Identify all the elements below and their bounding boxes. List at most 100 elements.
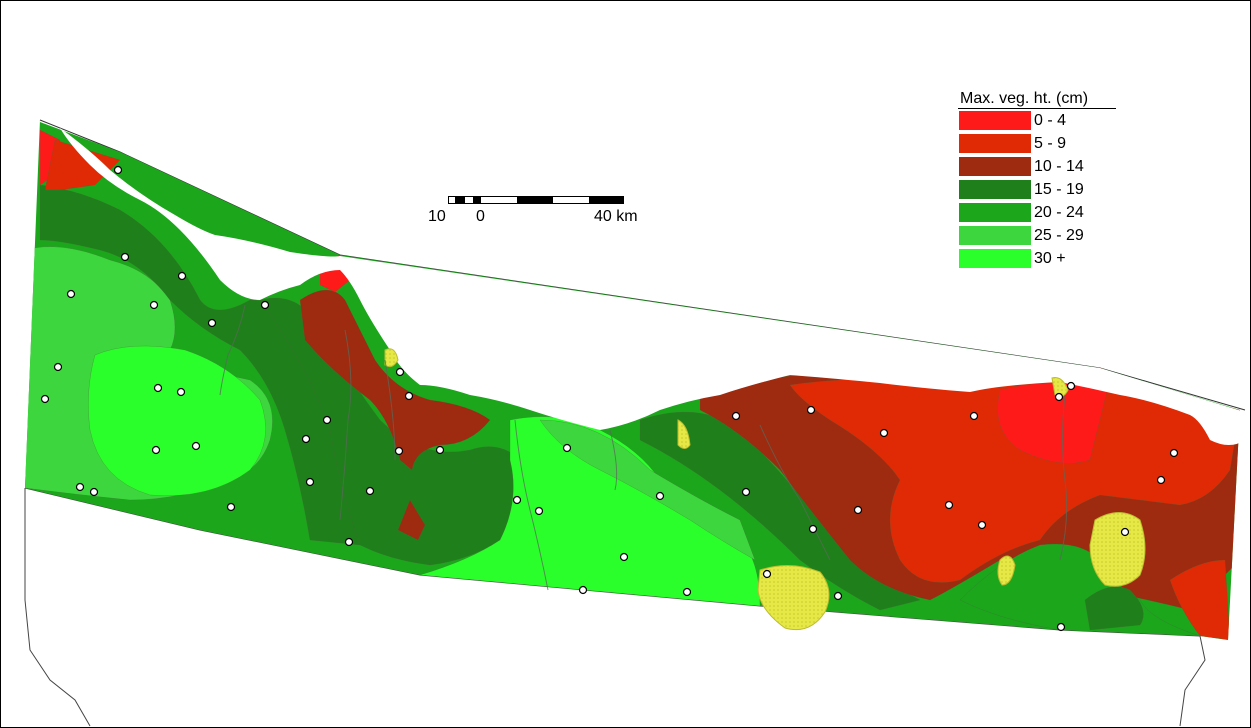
highlight-patch (1089, 512, 1146, 587)
site-marker-icon (89, 487, 99, 497)
site-marker-icon (151, 445, 161, 455)
site-marker-icon (619, 552, 629, 562)
scale-segment (480, 196, 518, 204)
legend-swatch (958, 202, 1032, 223)
site-marker-icon (395, 367, 405, 377)
vegetation-zone (299, 289, 491, 471)
scale-label-zero: 0 (476, 208, 485, 225)
legend-swatch (958, 110, 1032, 131)
vegetation-zone (88, 345, 266, 496)
site-marker-icon (53, 362, 63, 372)
site-marker-icon (944, 500, 954, 510)
legend-row: 5 - 9 (958, 132, 1118, 155)
tidal-flat-area (60, 128, 1245, 445)
legend: Max. veg. ht. (cm) 0 - 4 5 - 9 10 - 14 15 -… (958, 90, 1118, 270)
site-marker-icon (75, 482, 85, 492)
site-marker-icon (833, 591, 843, 601)
site-marker-icon (512, 495, 522, 505)
scale-segment (552, 196, 590, 204)
site-marker-icon (1066, 381, 1076, 391)
legend-row: 10 - 14 (958, 155, 1118, 178)
site-marker-icon (762, 569, 772, 579)
river-lines (219, 304, 1068, 591)
scale-segment (474, 196, 480, 204)
site-marker-icon (120, 252, 130, 262)
highlight-patch (384, 348, 399, 368)
site-marker-icon (853, 505, 863, 515)
scale-label-right: 40 km (594, 208, 638, 225)
legend-label: 30 + (1034, 249, 1066, 267)
legend-swatch (958, 179, 1032, 200)
highlight-patch (677, 419, 691, 449)
highlight-patch (757, 565, 830, 631)
site-marker-icon (404, 391, 414, 401)
scale-segment (448, 196, 456, 204)
legend-row: 20 - 24 (958, 201, 1118, 224)
site-marker-icon (226, 502, 236, 512)
highlight-patch (997, 555, 1016, 586)
site-marker-icon (177, 271, 187, 281)
legend-label: 20 - 24 (1034, 203, 1084, 221)
site-marker-icon (301, 434, 311, 444)
site-marker-icon (322, 415, 332, 425)
legend-label: 25 - 29 (1034, 226, 1084, 244)
site-marker-icon (1056, 622, 1066, 632)
site-marker-icon (260, 300, 270, 310)
legend-swatch (958, 133, 1032, 154)
site-marker-icon (808, 524, 818, 534)
site-marker-icon (40, 394, 50, 404)
legend-row: 15 - 19 (958, 178, 1118, 201)
site-marker-icon (562, 443, 572, 453)
scale-segment (464, 196, 474, 204)
site-marker-icon (435, 445, 445, 455)
site-marker-icon (365, 486, 375, 496)
site-marker-icon (578, 585, 588, 595)
scale-label-left: 10 (428, 208, 446, 225)
legend-rows: 0 - 4 5 - 9 10 - 14 15 - 19 20 - 24 25 - 29 30… (958, 109, 1118, 270)
legend-swatch (958, 248, 1032, 269)
site-marker-icon (969, 411, 979, 421)
site-marker-icon (1156, 475, 1166, 485)
vegetation-zone (397, 499, 426, 541)
site-marker-icon (344, 537, 354, 547)
site-marker-icon (66, 289, 76, 299)
legend-label: 5 - 9 (1034, 134, 1067, 152)
legend-title: Max. veg. ht. (cm) (958, 90, 1116, 109)
site-marker-icon (1120, 527, 1130, 537)
vegetation-zone (44, 139, 121, 191)
site-marker-icon (534, 506, 544, 516)
legend-label: 0 - 4 (1034, 111, 1067, 129)
site-marker-icon (207, 318, 217, 328)
legend-row: 25 - 29 (958, 224, 1118, 247)
vegetation-zone (539, 419, 756, 561)
site-marker-icon (394, 446, 404, 456)
site-marker-icon (1169, 448, 1179, 458)
legend-swatch (958, 225, 1032, 246)
site-marker-icon (806, 405, 816, 415)
site-marker-icon (191, 441, 201, 451)
legend-row: 0 - 4 (958, 109, 1118, 132)
site-marker-icon (731, 411, 741, 421)
scale-segment (456, 196, 464, 204)
legend-label: 15 - 19 (1034, 180, 1084, 198)
site-markers (40, 165, 1179, 632)
site-marker-icon (305, 477, 315, 487)
site-marker-icon (977, 520, 987, 530)
site-marker-icon (149, 300, 159, 310)
site-marker-icon (655, 491, 665, 501)
scale-segment (518, 196, 552, 204)
site-marker-icon (176, 387, 186, 397)
site-marker-icon (113, 165, 123, 175)
site-marker-icon (741, 487, 751, 497)
site-marker-icon (153, 383, 163, 393)
vegetation-zone (1169, 559, 1231, 640)
vegetation-zone (1084, 586, 1144, 631)
legend-swatch (958, 156, 1032, 177)
scale-segment (590, 196, 624, 204)
scale-bar: 10 0 40 km (418, 194, 658, 234)
site-marker-icon (879, 428, 889, 438)
site-marker-icon (1054, 392, 1064, 402)
site-marker-icon (682, 587, 692, 597)
legend-label: 10 - 14 (1034, 157, 1084, 175)
